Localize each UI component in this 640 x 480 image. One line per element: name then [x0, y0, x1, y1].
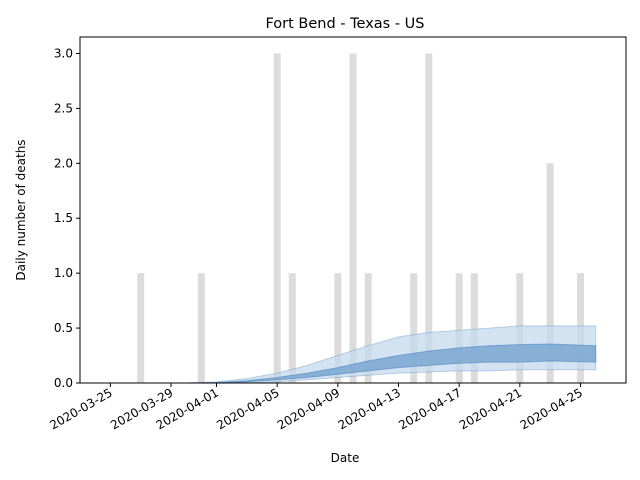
x-tick-label: 2020-04-09: [275, 385, 342, 432]
inner-interval-band: [186, 343, 597, 384]
x-tick-label: 2020-04-05: [214, 385, 281, 432]
bar: [288, 273, 296, 383]
bar: [273, 53, 281, 383]
x-tick-label: 2020-04-21: [457, 385, 524, 432]
bands-layer: [186, 325, 597, 384]
y-axis-label: Daily number of deaths: [14, 139, 28, 280]
chart-title: Fort Bend - Texas - US: [265, 16, 424, 32]
y-tick-label: 0.0: [54, 376, 73, 390]
x-tick-label: 2020-04-25: [518, 385, 585, 432]
y-tick-label: 2.5: [54, 101, 73, 115]
bar: [455, 273, 463, 383]
x-tick-label: 2020-04-13: [336, 385, 403, 432]
bar: [197, 273, 205, 383]
y-tick-label: 1.5: [54, 211, 73, 225]
x-tick-label: 2020-04-17: [396, 385, 463, 432]
bar: [334, 273, 342, 383]
y-axis: 0.0 0.5 1.0 1.5 2.0 2.5 3.0: [54, 46, 80, 390]
y-tick-label: 0.5: [54, 321, 73, 335]
bar: [364, 273, 372, 383]
x-axis: 2020-03-252020-03-292020-04-012020-04-05…: [47, 383, 585, 432]
plot-frame: [79, 36, 627, 384]
x-axis-label: Date: [331, 451, 360, 465]
y-tick-label: 2.0: [54, 156, 73, 170]
y-tick-label: 1.0: [54, 266, 73, 280]
bar: [137, 273, 145, 383]
y-tick-label: 3.0: [54, 46, 73, 60]
x-tick-label: 2020-03-25: [47, 385, 114, 432]
bar: [349, 53, 357, 383]
bar: [546, 163, 554, 383]
bar: [425, 53, 433, 383]
bar: [410, 273, 418, 383]
bar: [470, 273, 478, 383]
